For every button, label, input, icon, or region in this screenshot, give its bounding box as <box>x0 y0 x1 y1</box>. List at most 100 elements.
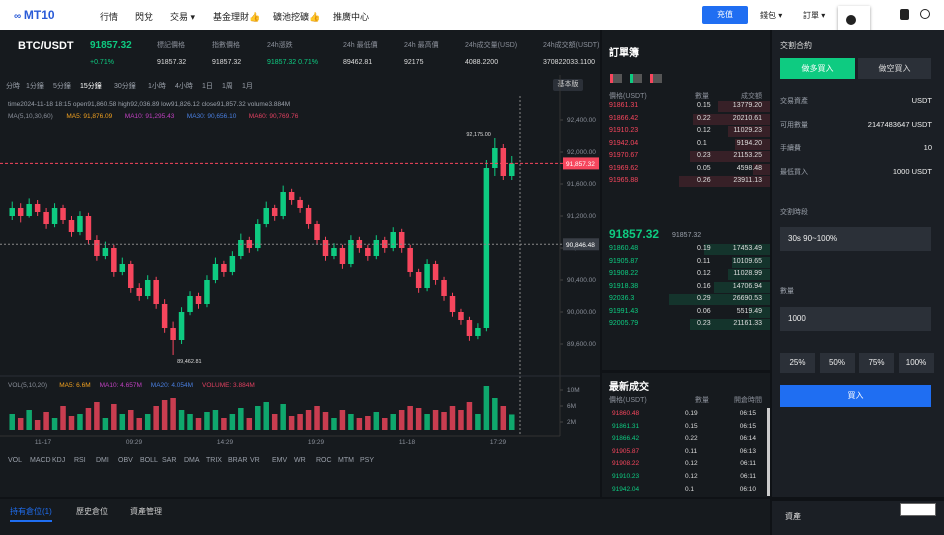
pct-button[interactable]: 25% <box>780 353 815 373</box>
menu-item[interactable]: 礦池挖礦👍 <box>273 12 321 22</box>
indicator-tab[interactable]: DMA <box>184 457 200 464</box>
indicator-tab[interactable]: VOL <box>8 457 23 464</box>
timeframe[interactable]: 15分鐘 <box>80 83 102 90</box>
menu-item[interactable]: 推廣中心 <box>333 12 370 22</box>
x-tick-label: 09:29 <box>126 439 143 446</box>
menu-item[interactable]: 交易 ▾ <box>170 12 196 22</box>
pair: BTC/USDT <box>18 40 74 52</box>
trade-price: 91910.23 <box>612 473 640 480</box>
orders-menu[interactable]: 訂單 ▾ <box>803 11 826 20</box>
trade-time: 06:13 <box>739 447 756 455</box>
timeframe[interactable]: 分時 <box>6 83 20 90</box>
indicator-tab[interactable]: WR <box>294 457 306 464</box>
total: 14706.94 <box>732 282 762 290</box>
indicator-tab[interactable]: RSI <box>74 457 86 464</box>
change: +0.71% <box>90 59 114 66</box>
candle-body <box>509 163 515 176</box>
timeframe[interactable]: 4小時 <box>175 83 193 90</box>
timeframe[interactable]: 30分鐘 <box>114 83 136 90</box>
col-header: 數量 <box>695 397 709 404</box>
language-icon[interactable] <box>920 9 930 19</box>
stat-value: 89462.81 <box>343 59 373 66</box>
stat-label: 24h成交量(USD) <box>465 42 518 49</box>
depth-bar <box>714 281 770 293</box>
download-icon[interactable] <box>900 9 909 20</box>
indicator-tab[interactable]: MTM <box>338 457 354 464</box>
stat-value: 91857.32 <box>212 59 242 66</box>
qty: 0.1 <box>697 139 707 147</box>
timeframe[interactable]: 5分鐘 <box>53 83 71 90</box>
wallet-menu[interactable]: 錢包 ▾ <box>760 11 783 20</box>
qty-input[interactable]: 1000 <box>780 307 931 331</box>
depth-bar <box>668 294 770 305</box>
menu-item[interactable]: 閃兌 <box>135 12 154 22</box>
volume-bar <box>449 406 456 430</box>
pct-button[interactable]: 50% <box>819 353 855 373</box>
bottom-tab[interactable]: 持有倉位(1) <box>10 507 52 516</box>
candle-body <box>68 220 75 232</box>
deposit-button[interactable]: 充值 <box>702 6 748 24</box>
trade-price: 91905.87 <box>612 447 640 455</box>
indicator-tab[interactable]: KDJ <box>52 457 66 464</box>
timeframe[interactable]: 1周 <box>222 83 233 90</box>
bottom-tab[interactable]: 歷史倉位 <box>76 507 108 516</box>
indicator-tab[interactable]: DMI <box>96 457 109 464</box>
period-select[interactable]: 30s 90~100% <box>780 227 931 251</box>
volume-bar <box>238 408 244 430</box>
volume-bar <box>458 410 464 430</box>
avatar-box[interactable] <box>838 6 870 32</box>
info-value: 1000 USDT <box>892 166 932 176</box>
volume-bar <box>390 414 396 430</box>
indicator-tab[interactable]: SAR <box>162 457 177 464</box>
volume-bar <box>339 410 346 430</box>
indicator-tab[interactable]: BOLL <box>140 457 158 464</box>
short-button[interactable]: 做空買入 <box>858 58 931 79</box>
volume-bar <box>161 400 168 430</box>
indicator-tab[interactable]: VR <box>250 457 260 464</box>
timeframe[interactable]: 1分鐘 <box>26 83 44 90</box>
indicator-tab[interactable]: MACD <box>30 457 51 464</box>
info-label: 手續費 <box>780 145 801 152</box>
price: 91991.43 <box>609 307 639 315</box>
crosshair-tag <box>563 238 599 251</box>
menu-item[interactable]: 基金理財👍 <box>213 12 261 22</box>
timeframe[interactable]: 1小時 <box>148 83 166 90</box>
timeframe[interactable]: 1月 <box>242 83 253 90</box>
volume-bar <box>263 402 269 430</box>
indicator-tab[interactable]: EMV <box>272 457 288 464</box>
indicator-tab[interactable]: PSY <box>360 457 375 464</box>
total: 4598.48 <box>736 164 762 172</box>
pct-button[interactable]: 100% <box>898 353 934 373</box>
ob-view-icon[interactable] <box>610 74 622 83</box>
vol-tick-label: 6M <box>567 403 576 410</box>
candle-body <box>144 280 151 296</box>
stat-label: 24h成交額(USDT) <box>543 42 600 49</box>
buy-button[interactable]: 買入 <box>780 385 931 407</box>
bottom-tab[interactable]: 資產管理 <box>130 507 162 516</box>
indicator-tab[interactable]: BRAR <box>228 457 248 464</box>
timeframe[interactable]: 1日 <box>202 83 213 90</box>
candle-body <box>212 264 219 280</box>
indicator-tab[interactable]: TRIX <box>206 457 222 464</box>
logo[interactable]: ∞ MT10 <box>14 8 55 22</box>
pct-button[interactable]: 75% <box>859 353 894 373</box>
crosshair-label: 90,846.48 <box>566 242 595 249</box>
ob-view-icon[interactable] <box>630 74 642 83</box>
trade-time: 06:11 <box>740 473 756 480</box>
total: 21161.33 <box>733 320 762 327</box>
volume-bar <box>398 410 405 430</box>
long-button[interactable]: 做多買入 <box>780 58 855 79</box>
indicator-tab[interactable]: ROC <box>316 457 332 464</box>
total: 5519.49 <box>736 307 762 315</box>
menu-item[interactable]: 行情 <box>100 12 119 22</box>
stat-label: 24h 最高價 <box>404 42 439 49</box>
trades-title: 最新成交 <box>609 382 649 393</box>
volume-bar <box>136 418 142 430</box>
indicator-tab[interactable]: OBV <box>118 457 133 464</box>
candle-body <box>466 320 473 336</box>
stat-value: 370822033.1100 <box>543 59 596 66</box>
ob-view-icon[interactable] <box>650 74 662 83</box>
candle-body <box>111 248 117 272</box>
depth-bar <box>689 151 770 162</box>
